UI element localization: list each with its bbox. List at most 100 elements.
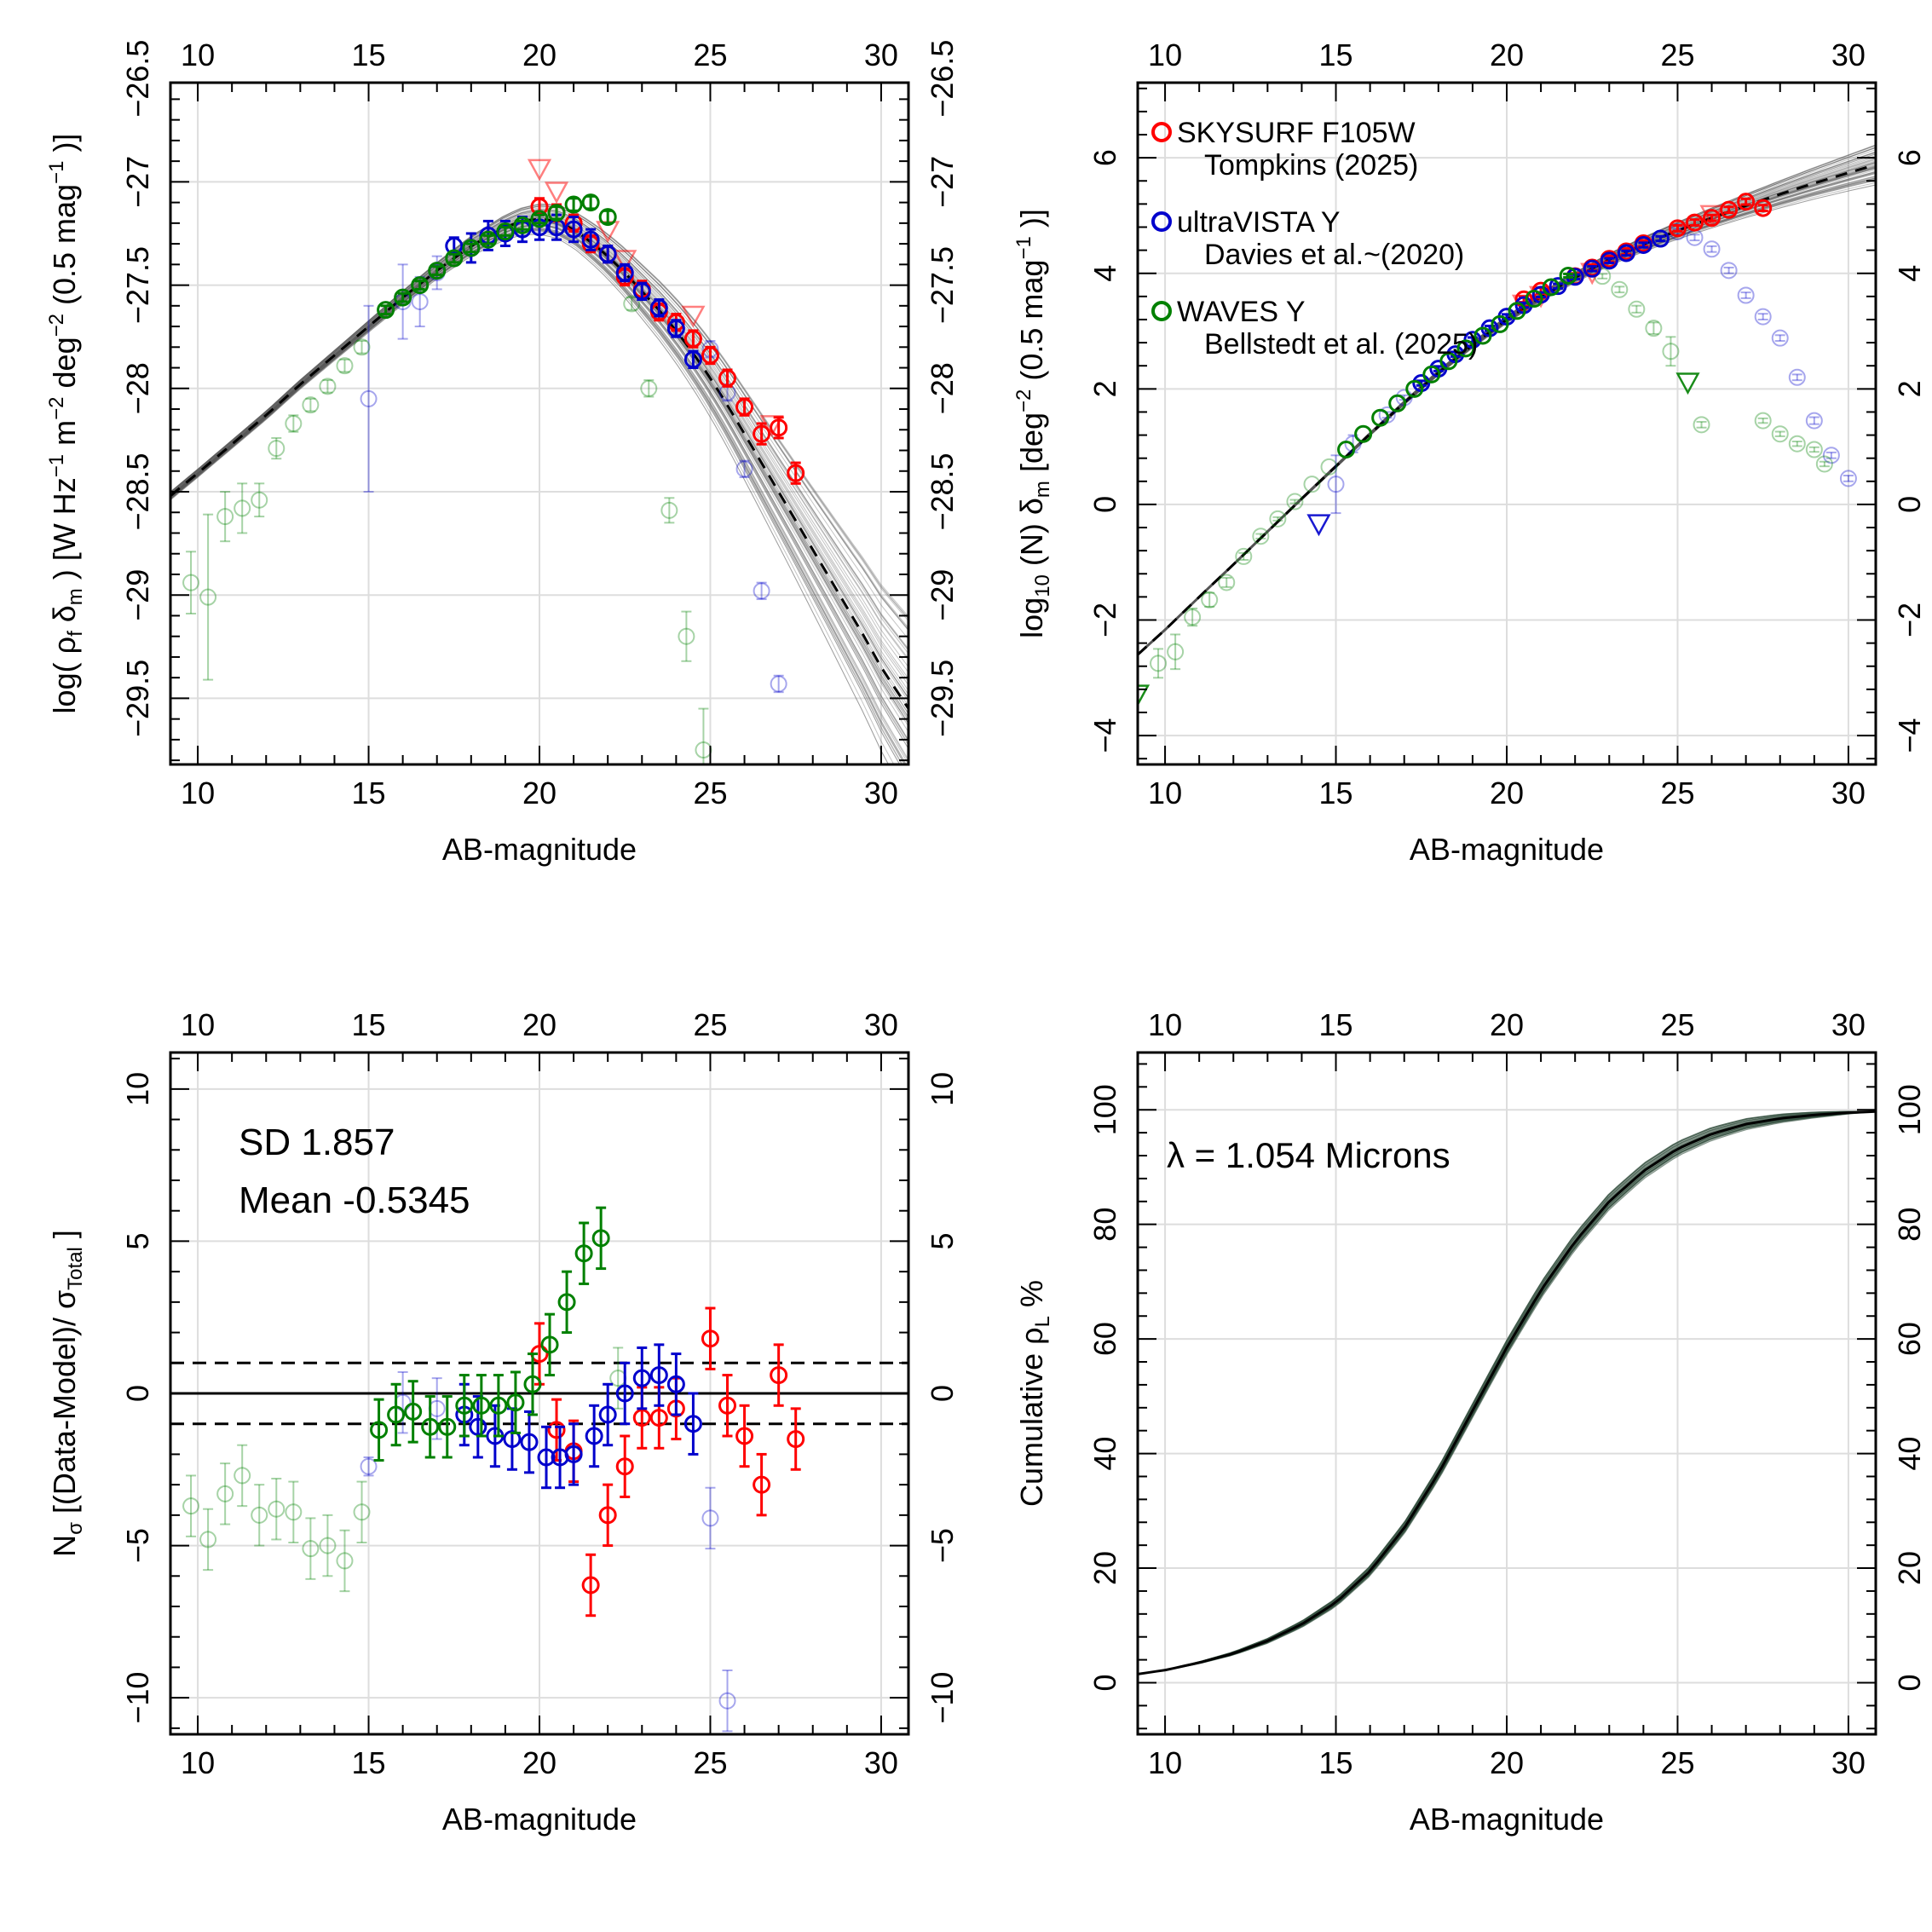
upper-limit-marker	[1138, 684, 1151, 707]
y-axis-label: Nσ [(Data-Model)/ σTotal ]	[47, 1230, 87, 1557]
data-point	[718, 1396, 737, 1415]
y-tick-label: −26.5	[120, 40, 155, 118]
y-label-part: (0.5 mag	[1014, 260, 1049, 389]
data-point	[199, 1531, 217, 1548]
legend-label: WAVES Y	[1177, 296, 1306, 328]
legend-marker-red	[1151, 122, 1172, 142]
y-label-sub: 10	[1031, 574, 1054, 597]
x-tick-label-top: 30	[864, 1007, 898, 1042]
data-point	[1651, 229, 1670, 248]
data-point	[1788, 368, 1806, 386]
data-point	[268, 1500, 285, 1518]
y-label-sup: −2	[1012, 389, 1035, 412]
y-tick-label: 100	[1087, 1084, 1122, 1135]
data-point	[1600, 251, 1618, 270]
data-point	[1771, 425, 1789, 443]
y-label-part: [(Data-Model)/ σ	[47, 1290, 82, 1522]
x-tick-label: 15	[1319, 776, 1353, 810]
y-tick-label: −10	[120, 1672, 155, 1724]
y-tick-label-right: −27	[925, 156, 960, 208]
data-point	[387, 1405, 406, 1424]
y-tick-label: 80	[1087, 1208, 1122, 1242]
x-tick-label-top: 20	[1490, 37, 1524, 72]
data-point	[336, 1552, 354, 1570]
data-point	[506, 1393, 525, 1412]
data-point	[1703, 209, 1721, 228]
data-point	[530, 210, 549, 228]
y-label-sup: −1	[45, 161, 68, 184]
data-point	[547, 204, 566, 222]
data-point	[598, 1405, 617, 1424]
data-point	[1337, 441, 1356, 459]
y-tick-label-right: −28.5	[925, 453, 960, 530]
y-tick-label-right: 80	[1892, 1208, 1927, 1242]
data-point	[1703, 240, 1721, 258]
data-point	[353, 1503, 371, 1521]
data-point	[1201, 591, 1219, 608]
x-tick-label-top: 25	[1660, 1007, 1694, 1042]
upper-limit-marker	[1675, 372, 1700, 395]
x-tick-label: 10	[181, 1745, 215, 1780]
data-point	[455, 1396, 474, 1415]
data-point	[1737, 193, 1756, 211]
data-point	[462, 239, 481, 257]
data-point	[1218, 574, 1236, 591]
y-label-sub: Total	[64, 1247, 87, 1290]
data-point	[1771, 329, 1789, 347]
data-point	[1754, 308, 1772, 326]
data-point	[557, 1293, 576, 1312]
y-label-part: [deg	[1014, 412, 1049, 481]
wavelength-annotation: λ = 1.054 Microns	[1167, 1135, 1450, 1175]
y-tick-label: 20	[1087, 1551, 1122, 1585]
legend: SKYSURF F105W Tompkins (2025) ultraVISTA…	[1151, 117, 1478, 360]
x-tick-label: 30	[864, 1745, 898, 1780]
data-point	[753, 1475, 771, 1494]
reference-lines	[170, 1361, 908, 1426]
data-point	[770, 418, 788, 437]
y-tick-label-right: 0	[925, 1385, 960, 1402]
data-point	[1720, 200, 1739, 219]
y-label-sup: −2	[45, 396, 68, 419]
x-tick-label-top: 15	[352, 37, 386, 72]
data-point	[360, 1457, 378, 1475]
data-point	[1634, 236, 1652, 255]
y-tick-label-right: −28	[925, 362, 960, 414]
data-point	[496, 222, 515, 241]
data-point	[1737, 286, 1755, 304]
x-tick-label-top: 15	[1319, 1007, 1353, 1042]
x-tick-label: 10	[1148, 776, 1182, 810]
y-tick-label-right: 4	[1892, 265, 1927, 282]
y-tick-label-right: −10	[925, 1672, 960, 1724]
data-point	[701, 346, 719, 365]
data-point	[735, 460, 753, 478]
model-sample-line	[1138, 1110, 1876, 1675]
y-tick-label: 0	[120, 1385, 155, 1402]
model-sample-line	[1138, 1110, 1876, 1675]
model-sample-line	[1138, 1110, 1876, 1675]
x-tick-label: 25	[693, 776, 727, 810]
x-axis-label: AB-magnitude	[1410, 832, 1604, 867]
y-tick-label: −5	[120, 1528, 155, 1563]
model-sample-line	[1138, 1110, 1876, 1675]
y-tick-label-right: 20	[1892, 1551, 1927, 1585]
model-sample-line	[1138, 1110, 1876, 1675]
y-label-part: m	[47, 420, 82, 454]
data-point	[336, 357, 354, 375]
model-sample-line	[1138, 1110, 1876, 1675]
data-point	[234, 499, 251, 517]
upper-limit-marker	[527, 159, 552, 182]
data-point	[1548, 277, 1567, 296]
legend-marker-blue	[1151, 211, 1172, 232]
y-label-part: (0.5 mag	[47, 184, 82, 314]
y-label-sup: −2	[45, 314, 68, 337]
x-tick-label-top: 15	[1319, 37, 1353, 72]
y-tick-label: 0	[1087, 496, 1122, 513]
x-tick-label: 15	[1319, 1745, 1353, 1780]
y-label-part: ]	[47, 1230, 82, 1247]
y-label-sub: L	[1031, 1316, 1054, 1327]
data-point	[547, 1421, 566, 1439]
legend-label: SKYSURF F105W	[1177, 117, 1416, 149]
model-sample-line	[1138, 1110, 1876, 1675]
y-label-part: log	[1014, 597, 1049, 638]
